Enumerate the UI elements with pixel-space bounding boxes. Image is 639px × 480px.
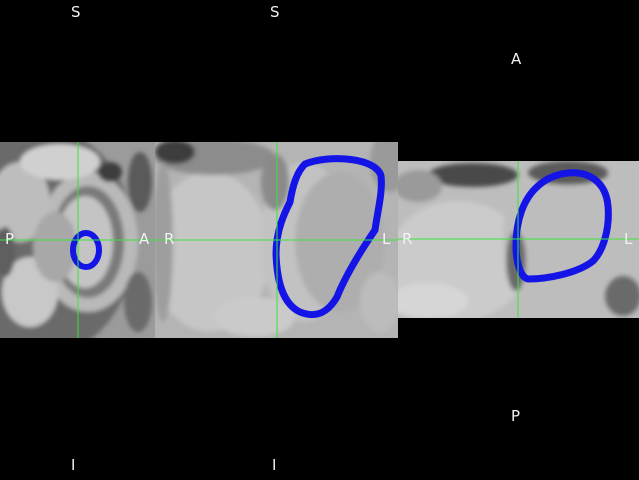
coronal-slice-image[interactable] [155, 142, 398, 338]
sagittal-tumor-contour [70, 230, 102, 270]
coronal-tumor-contour [272, 155, 385, 319]
coronal-label-top: S [270, 3, 280, 21]
sagittal-label-bottom: I [71, 456, 76, 474]
axial-label-bottom: P [511, 407, 521, 425]
coronal-label-bottom: I [272, 456, 277, 474]
axial-slice-image[interactable] [398, 161, 639, 318]
axial-slice-svg [398, 161, 639, 318]
sagittal-label-right: A [139, 230, 150, 248]
axial-view[interactable]: A P R L [398, 0, 639, 480]
axial-label-right: L [624, 230, 633, 248]
coronal-slice-svg [155, 142, 398, 338]
sagittal-label-left: P [5, 230, 15, 248]
axial-crosshair [398, 161, 639, 318]
axial-label-top: A [511, 50, 522, 68]
sagittal-label-top: S [71, 3, 81, 21]
sagittal-slice-image[interactable] [0, 142, 155, 338]
sagittal-view[interactable]: S I P A [0, 0, 155, 480]
axial-tumor-contour [512, 169, 612, 283]
sagittal-slice-svg [0, 142, 155, 338]
sagittal-crosshair [0, 142, 155, 338]
coronal-label-left: R [164, 230, 175, 248]
coronal-view[interactable]: S I R L [155, 0, 398, 480]
axial-label-left: R [402, 230, 413, 248]
coronal-crosshair [155, 142, 398, 338]
coronal-label-right: L [382, 230, 391, 248]
